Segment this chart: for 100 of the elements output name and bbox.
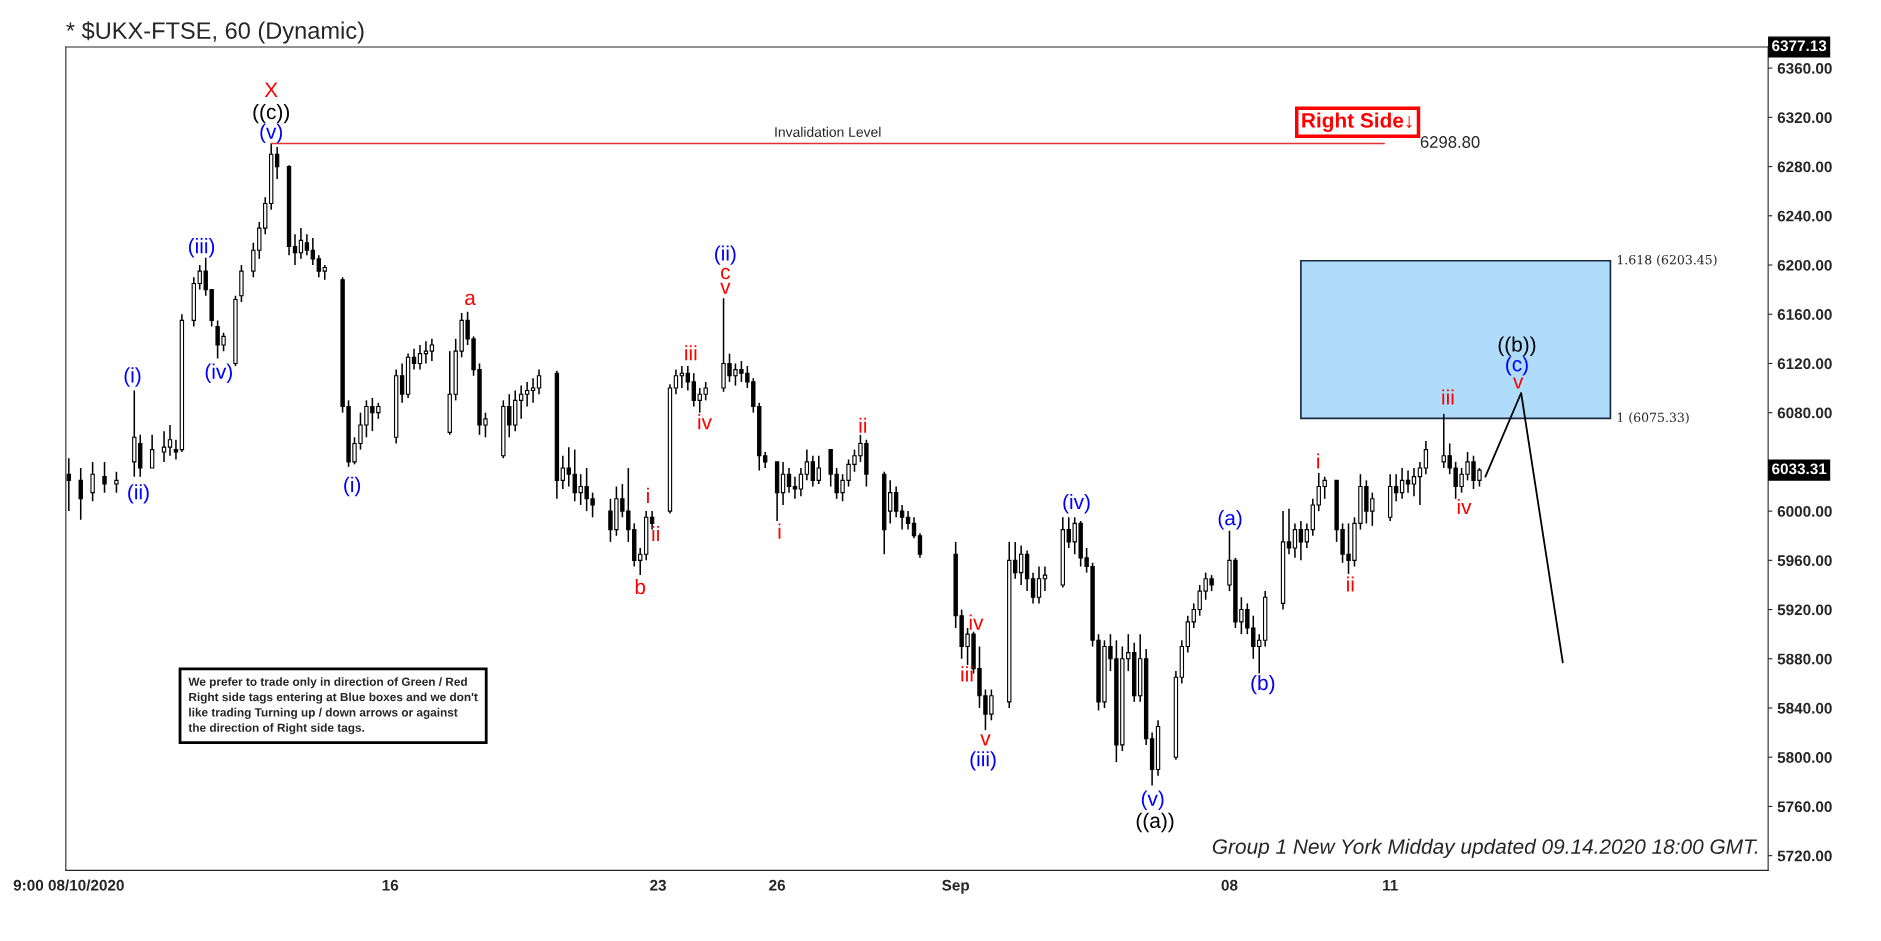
annotation: ((b)) xyxy=(1498,336,1536,356)
annotation: (iii) xyxy=(970,751,996,771)
y-tick-label: 5760.00 xyxy=(1777,801,1832,813)
candlestick xyxy=(1042,565,1048,592)
candlestick xyxy=(417,344,423,371)
candlestick xyxy=(905,510,911,531)
annotation: (b) xyxy=(1251,674,1275,695)
annotation: (iv) xyxy=(205,363,232,383)
candlestick xyxy=(893,485,899,519)
candlestick xyxy=(1286,507,1292,555)
candlestick xyxy=(429,338,435,362)
y-tick-label: 5800.00 xyxy=(1777,752,1832,763)
annotation: Right Side↓ xyxy=(1302,112,1412,133)
candlestick xyxy=(292,233,298,266)
annotation: ((a)) xyxy=(1136,812,1174,833)
annotation: (a) xyxy=(1218,510,1242,530)
candlestick xyxy=(673,368,679,395)
annotation: iv xyxy=(969,614,984,630)
y-tick-label: 6320.00 xyxy=(1777,112,1832,124)
candlestick xyxy=(899,504,905,531)
annotation: iii xyxy=(1442,389,1454,405)
candlestick xyxy=(310,237,316,266)
candlestick xyxy=(530,377,536,404)
annotation: (ii) xyxy=(128,484,149,504)
annotation: ii xyxy=(1347,576,1354,592)
x-tick-label: 26 xyxy=(769,879,786,891)
annotation: X xyxy=(264,82,278,97)
candlestick xyxy=(1411,467,1417,498)
annotation: b xyxy=(635,578,646,595)
candlestick xyxy=(786,467,792,494)
annotation: c xyxy=(721,267,730,280)
candlestick xyxy=(560,454,566,490)
annotation: (v) xyxy=(260,123,283,144)
candlestick xyxy=(298,227,304,260)
annotation: v xyxy=(980,734,991,746)
candlestick xyxy=(1423,440,1429,475)
candlestick xyxy=(798,467,804,498)
annotation: Group 1 New York Midday updated 09.14.2020 18:00 GMT. xyxy=(1212,838,1758,859)
x-tick-label: Sep xyxy=(942,879,970,894)
annotation: i xyxy=(778,523,781,539)
y-tick-label: 5720.00 xyxy=(1777,850,1832,862)
candlestick xyxy=(1030,571,1036,605)
annotation: 1 (6075.33) xyxy=(1617,412,1689,424)
y-tick-label: 5840.00 xyxy=(1777,702,1832,714)
candlestick xyxy=(114,470,119,494)
candlestick xyxy=(304,233,310,256)
candlestick xyxy=(411,347,417,371)
annotation: (i) xyxy=(124,367,141,387)
y-tick-label: 6360.00 xyxy=(1777,63,1832,74)
y-tick-label: 6200.00 xyxy=(1777,259,1832,271)
annotation: (c) xyxy=(1506,356,1528,376)
candlestick xyxy=(911,516,917,539)
annotation: (ii) xyxy=(715,245,736,265)
candlestick xyxy=(399,362,405,404)
y-tick-label: 6120.00 xyxy=(1777,358,1832,370)
annotation: 6298.80 xyxy=(1420,136,1480,148)
annotation: iii xyxy=(685,345,697,361)
annotation: a xyxy=(465,293,476,306)
ref-line-label: Invalidation Level xyxy=(775,126,881,137)
candlestick xyxy=(149,434,155,469)
candlestick xyxy=(917,532,923,559)
candlestick xyxy=(1417,461,1423,506)
candlestick xyxy=(1405,469,1411,494)
candlestick xyxy=(274,146,280,180)
annotation: ii xyxy=(859,417,867,433)
text: 6033.31 xyxy=(1772,463,1827,475)
annotation: We prefer to trade only in direction of Green / Red Right side tags entering at Blue boxes and we don't like trading Turning up / down arrows or against the direction of Right side tags. xyxy=(188,677,478,735)
y-tick-label: 6280.00 xyxy=(1777,161,1832,173)
y-tick-label: 6160.00 xyxy=(1777,309,1832,320)
candlestick xyxy=(1304,522,1310,549)
candlestick xyxy=(804,448,810,482)
annotation: (iv) xyxy=(1063,494,1090,514)
candlestick xyxy=(1399,467,1405,500)
annotation: v xyxy=(1513,377,1524,389)
candlestick xyxy=(78,467,83,521)
annotation: (iii) xyxy=(188,238,215,258)
y-tick-label: 5880.00 xyxy=(1777,653,1832,665)
annotation: i xyxy=(647,487,649,503)
text: 6377.13 xyxy=(1772,40,1827,52)
x-tick-label: 08 xyxy=(1221,879,1238,891)
annotation: v xyxy=(720,282,731,294)
candlestick xyxy=(792,475,798,500)
x-tick-label: 16 xyxy=(382,879,399,891)
annotation: ii xyxy=(652,526,659,542)
annotation: i xyxy=(1317,453,1320,469)
y-tick-label: 5920.00 xyxy=(1777,604,1832,616)
candlestick xyxy=(1393,473,1399,503)
annotation: iv xyxy=(698,414,712,430)
candlestick xyxy=(524,381,530,408)
candlestick xyxy=(102,461,107,494)
y-tick-label: 6080.00 xyxy=(1777,407,1832,419)
y-tick-label: 6000.00 xyxy=(1777,505,1832,517)
x-tick-label: 23 xyxy=(650,879,667,891)
candlestick xyxy=(1298,520,1304,562)
chart-title: * $UKX-FTSE, 60 (Dynamic) xyxy=(66,21,364,44)
annotation: (i) xyxy=(344,476,361,497)
annotation: (v) xyxy=(1141,790,1164,810)
annotation: ((c)) xyxy=(253,103,289,124)
candlestick xyxy=(66,457,72,512)
candlestick xyxy=(1036,565,1042,605)
